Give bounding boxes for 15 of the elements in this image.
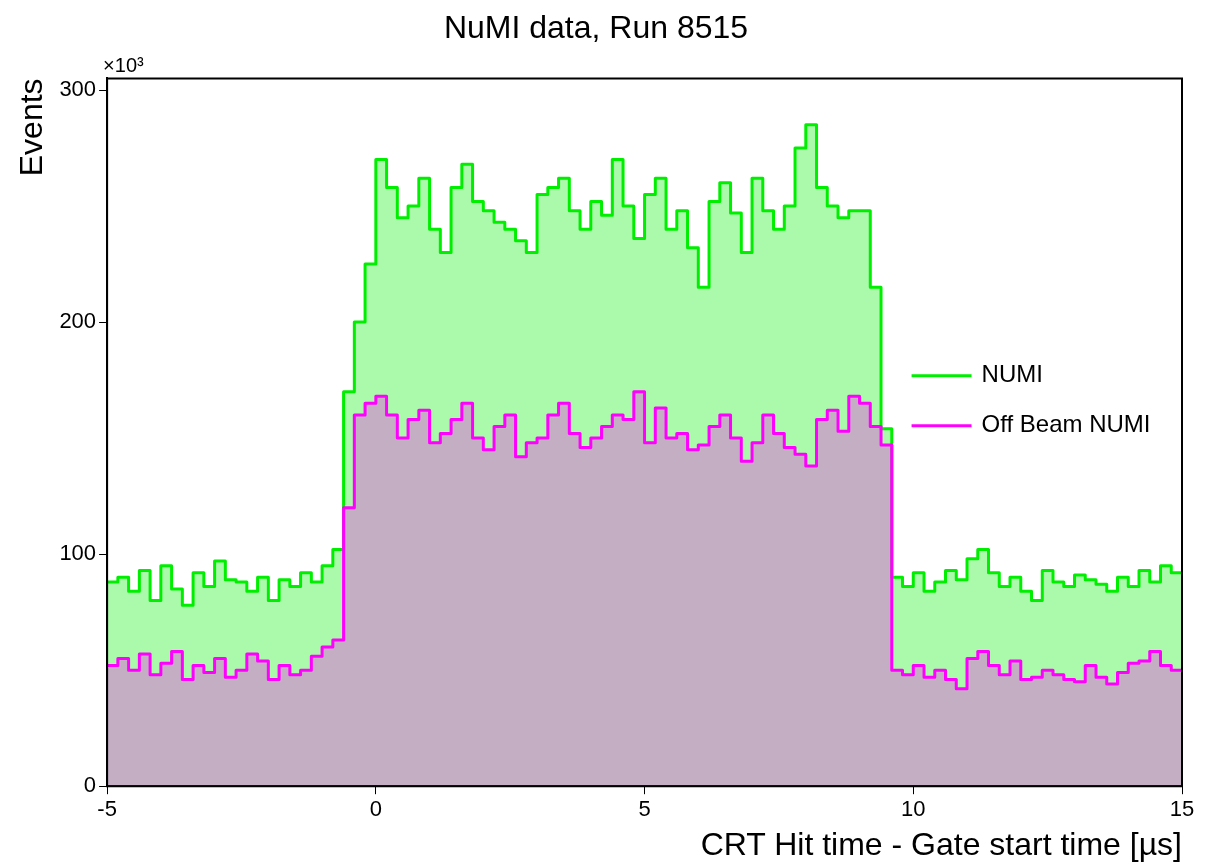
x-axis-title: CRT Hit time - Gate start time [µs] (700, 825, 1182, 862)
y-tick-label: 100 (59, 540, 97, 566)
text: ×10³ (103, 53, 145, 76)
y-tick-label: 300 (59, 76, 97, 102)
legend-label: NUMI (981, 360, 1043, 388)
y-axis-title: Events (13, 78, 50, 177)
x-tick-label: 0 (369, 796, 382, 822)
legend-label: Off Beam NUMI (981, 410, 1151, 438)
x-tick-label: 15 (1169, 796, 1195, 822)
x-tick-label: -5 (97, 796, 117, 822)
x-tick-label: 10 (901, 796, 926, 822)
x-tick-label: 5 (638, 796, 651, 822)
chart-title: NuMI data, Run 8515 (443, 9, 749, 46)
y-tick-label: 0 (83, 772, 97, 798)
y-tick-label: 200 (59, 308, 97, 334)
